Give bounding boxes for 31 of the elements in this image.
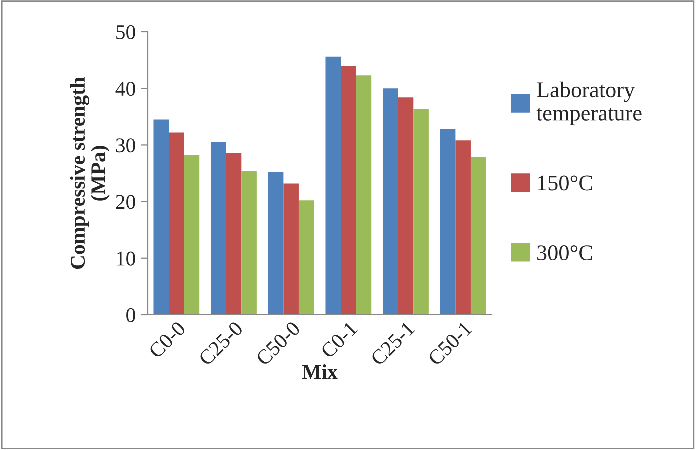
bar — [184, 155, 200, 315]
bar — [383, 88, 398, 315]
bar — [242, 171, 257, 315]
x-axis-title: Mix — [302, 364, 338, 379]
y-tick-label: 30 — [116, 138, 136, 153]
y-tick-label: 0 — [126, 308, 136, 322]
bar — [268, 172, 284, 315]
bar — [226, 153, 242, 315]
bar — [398, 98, 414, 315]
y-tick-label: 40 — [116, 82, 136, 96]
bar — [440, 129, 456, 315]
x-tick-label: C0-1 — [320, 321, 358, 360]
bar — [326, 56, 342, 315]
legend-label: Laboratory temperature — [536, 82, 642, 126]
y-tick-label: 50 — [116, 25, 136, 40]
bar — [456, 140, 471, 315]
bar — [341, 66, 356, 315]
legend-label: 300°C — [538, 246, 592, 261]
legend-label: 150°C — [538, 176, 592, 191]
bar — [169, 132, 184, 315]
bar — [298, 200, 314, 315]
x-tick-label: C0-0 — [148, 320, 186, 360]
y-axis-title: Compressive strength (MPa) — [70, 77, 110, 270]
bar — [211, 142, 226, 315]
y-tick-label: 20 — [116, 195, 136, 210]
bar — [154, 120, 170, 315]
bar — [284, 184, 299, 315]
bar — [470, 157, 486, 315]
y-tick-label: 10 — [117, 252, 136, 266]
bar — [414, 108, 429, 315]
bar — [356, 76, 372, 315]
